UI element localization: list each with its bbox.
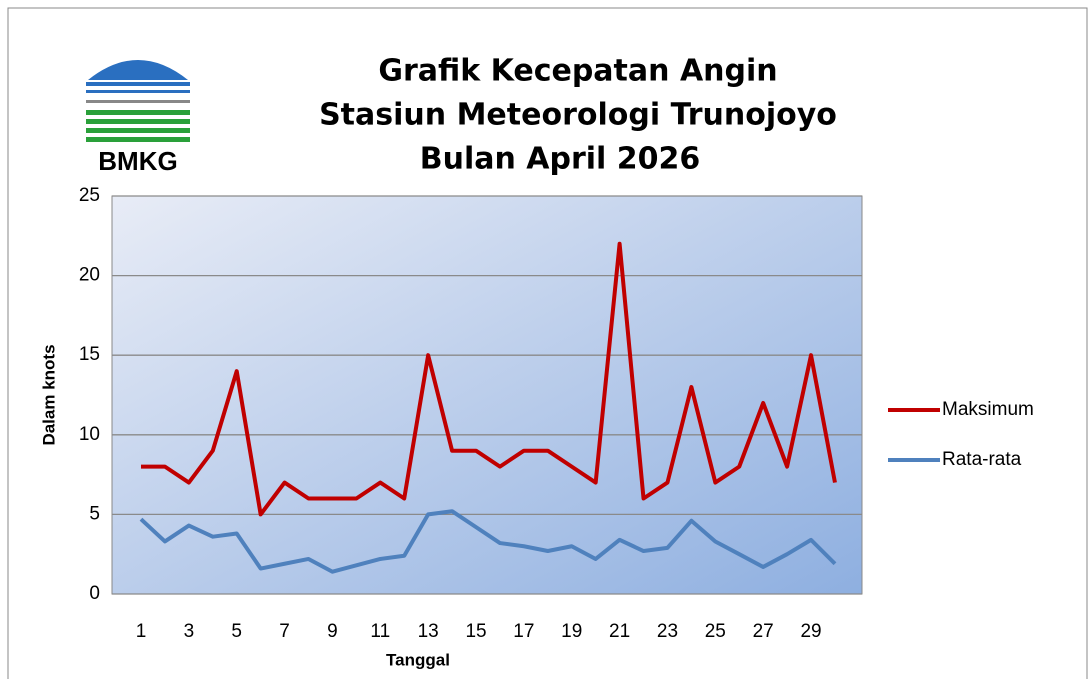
- x-tick-label: 1: [136, 621, 147, 642]
- x-tick-label: 25: [705, 621, 726, 642]
- series-line: [141, 241, 837, 517]
- y-tick-label: 10: [79, 424, 100, 445]
- y-tick-label: 15: [79, 344, 100, 365]
- y-tick-label: 20: [79, 265, 100, 286]
- x-tick-label: 23: [657, 621, 678, 642]
- bmkg-logo: BMKG: [86, 60, 190, 176]
- x-tick-label: 5: [231, 621, 242, 642]
- series-line: [139, 509, 837, 574]
- x-tick-label: 11: [370, 621, 390, 642]
- chart-title: Stasiun Meteorologi Trunojoyo: [319, 98, 837, 133]
- x-tick-label: 17: [513, 621, 534, 642]
- x-tick-label: 21: [609, 621, 630, 642]
- x-tick-label: 29: [800, 621, 821, 642]
- chart-title: Bulan April 2026: [420, 142, 701, 177]
- legend-label: Rata-rata: [942, 449, 1022, 470]
- y-tick-label: 0: [89, 583, 100, 604]
- y-tick-label: 25: [79, 185, 100, 206]
- y-tick-label: 5: [89, 503, 100, 524]
- x-tick-label: 9: [327, 621, 338, 642]
- x-tick-label: 27: [753, 621, 774, 642]
- x-axis-label: Tanggal: [386, 650, 450, 669]
- x-tick-label: 3: [184, 621, 195, 642]
- logo-text: BMKG: [98, 146, 177, 176]
- x-tick-label: 15: [465, 621, 486, 642]
- x-tick-label: 7: [279, 621, 290, 642]
- legend-label: Maksimum: [942, 399, 1034, 420]
- chart-title: Grafik Kecepatan Angin: [378, 54, 777, 89]
- plot-area: [111, 195, 863, 595]
- x-tick-label: 19: [561, 621, 582, 642]
- y-axis-label: Dalam knots: [39, 344, 58, 445]
- x-tick-label: 13: [418, 621, 439, 642]
